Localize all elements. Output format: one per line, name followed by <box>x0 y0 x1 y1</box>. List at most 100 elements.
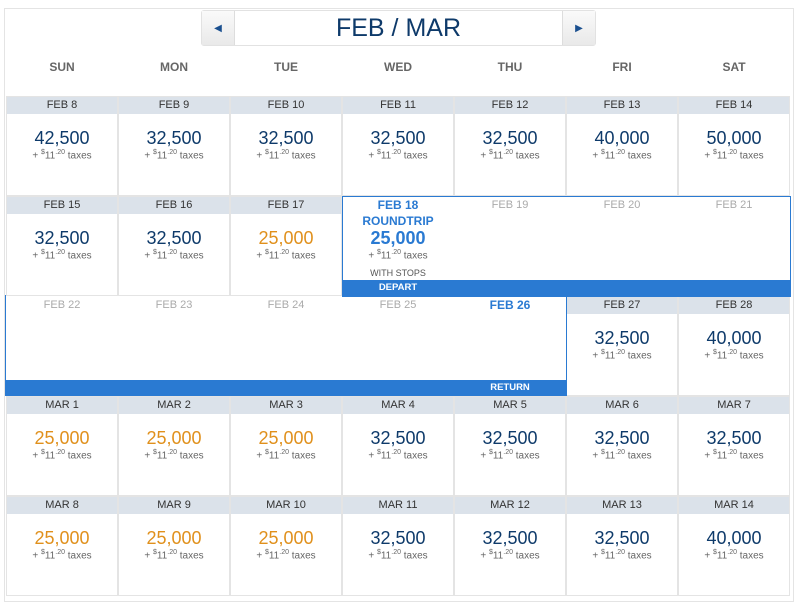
day-cell[interactable]: MAR 3 25,000 + $11.20 taxes <box>230 396 342 496</box>
taxes-text: + $11.20 taxes <box>455 147 565 161</box>
taxes-text: + $11.20 taxes <box>231 247 341 261</box>
day-cell[interactable]: FEB 16 32,500 + $11.20 taxes <box>118 196 230 296</box>
day-date: FEB 14 <box>679 97 789 114</box>
day-cell[interactable]: FEB 14 50,000 + $11.20 taxes <box>678 96 790 196</box>
day-cell[interactable]: MAR 11 32,500 + $11.20 taxes <box>342 496 454 596</box>
day-cell[interactable]: MAR 5 32,500 + $11.20 taxes <box>454 396 566 496</box>
day-date: FEB 28 <box>679 297 789 314</box>
day-cell[interactable]: MAR 2 25,000 + $11.20 taxes <box>118 396 230 496</box>
tax-label: taxes <box>403 250 428 262</box>
tax-dollars: 11 <box>268 550 280 562</box>
tax-label: taxes <box>627 150 652 162</box>
tax-currency: $ <box>600 549 605 556</box>
tax-cents: .20 <box>503 149 513 156</box>
day-cell[interactable]: MAR 1 25,000 + $11.20 taxes <box>6 396 118 496</box>
day-cell[interactable]: FEB 15 32,500 + $11.20 taxes <box>6 196 118 296</box>
day-cell: FEB 24 <box>230 296 342 396</box>
taxes-text: + $11.20 taxes <box>343 447 453 461</box>
day-cell[interactable]: MAR 6 32,500 + $11.20 taxes <box>566 396 678 496</box>
day-date: FEB 18 <box>377 198 419 212</box>
tax-cents: .20 <box>615 349 625 356</box>
tax-label: taxes <box>627 550 652 562</box>
day-date: MAR 5 <box>455 397 565 414</box>
prev-month-button[interactable]: ◀ <box>202 11 235 45</box>
day-date: FEB 20 <box>603 199 641 211</box>
tax-currency: $ <box>488 549 493 556</box>
fare-price: 32,500 <box>706 428 762 448</box>
day-date: MAR 6 <box>567 397 677 414</box>
day-cell[interactable]: FEB 13 40,000 + $11.20 taxes <box>566 96 678 196</box>
next-month-button[interactable]: ▶ <box>562 11 595 45</box>
tax-dollars: 11 <box>44 150 56 162</box>
day-cell[interactable]: MAR 13 32,500 + $11.20 taxes <box>566 496 678 596</box>
day-cell[interactable]: FEB 27 32,500 + $11.20 taxes <box>566 296 678 396</box>
fare-price: 32,500 <box>482 428 538 448</box>
taxes-text: + $11.20 taxes <box>119 147 229 161</box>
fare-price: 50,000 <box>706 128 762 148</box>
day-cell[interactable]: MAR 8 25,000 + $11.20 taxes <box>6 496 118 596</box>
tax-currency: $ <box>712 549 717 556</box>
taxes-text: + $11.20 taxes <box>119 247 229 261</box>
day-date: FEB 13 <box>567 97 677 114</box>
tax-label: taxes <box>515 550 540 562</box>
day-cell[interactable]: FEB 17 25,000 + $11.20 taxes <box>230 196 342 296</box>
calendar-panel <box>4 8 794 602</box>
tax-label: taxes <box>67 550 92 562</box>
tax-prefix: + <box>32 150 39 162</box>
tax-label: taxes <box>627 350 652 362</box>
day-cell[interactable]: MAR 14 40,000 + $11.20 taxes <box>678 496 790 596</box>
day-cell[interactable]: FEB 18 ROUNDTRIP 25,000 + $11.20 taxes WITH … <box>342 196 454 296</box>
fare-price: 32,500 <box>146 228 202 248</box>
taxes-text: + $11.20 taxes <box>343 147 453 161</box>
tax-dollars: 11 <box>156 450 168 462</box>
tax-currency: $ <box>152 149 157 156</box>
tax-label: taxes <box>403 550 428 562</box>
day-cell[interactable]: MAR 12 32,500 + $11.20 taxes <box>454 496 566 596</box>
day-cell: FEB 25 <box>342 296 454 396</box>
tax-dollars: 11 <box>604 550 616 562</box>
return-bar: RETURN <box>6 380 566 396</box>
day-cell[interactable]: FEB 8 42,500 + $11.20 taxes <box>6 96 118 196</box>
tax-label: taxes <box>515 150 540 162</box>
tax-label: taxes <box>67 250 92 262</box>
day-cell[interactable]: FEB 9 32,500 + $11.20 taxes <box>118 96 230 196</box>
taxes-text: + $11.20 taxes <box>567 147 677 161</box>
day-of-week-header: FRI <box>612 60 632 74</box>
tax-currency: $ <box>376 549 381 556</box>
day-date: FEB 15 <box>7 197 117 214</box>
day-cell[interactable]: MAR 7 32,500 + $11.20 taxes <box>678 396 790 496</box>
day-of-week-header: WED <box>384 60 412 74</box>
fare-price: 40,000 <box>706 528 762 548</box>
tax-dollars: 11 <box>604 450 616 462</box>
day-cell[interactable]: MAR 9 25,000 + $11.20 taxes <box>118 496 230 596</box>
tax-prefix: + <box>592 150 599 162</box>
fare-price: 32,500 <box>594 528 650 548</box>
tax-currency: $ <box>152 449 157 456</box>
tax-currency: $ <box>600 349 605 356</box>
tax-cents: .20 <box>391 549 401 556</box>
day-cell[interactable]: FEB 11 32,500 + $11.20 taxes <box>342 96 454 196</box>
day-date: FEB 16 <box>119 197 229 214</box>
day-cell[interactable]: MAR 4 32,500 + $11.20 taxes <box>342 396 454 496</box>
tax-prefix: + <box>480 150 487 162</box>
day-date: FEB 8 <box>7 97 117 114</box>
depart-label: DEPART <box>378 282 418 293</box>
day-cell[interactable]: FEB 28 40,000 + $11.20 taxes <box>678 296 790 396</box>
tax-cents: .20 <box>167 549 177 556</box>
taxes-text: + $11.20 taxes <box>231 447 341 461</box>
tax-cents: .20 <box>279 249 289 256</box>
tax-label: taxes <box>403 150 428 162</box>
tax-dollars: 11 <box>380 450 392 462</box>
tax-dollars: 11 <box>44 250 56 262</box>
tax-label: taxes <box>739 350 764 362</box>
tax-cents: .20 <box>279 449 289 456</box>
stops-label: WITH STOPS <box>370 268 426 279</box>
day-cell[interactable]: FEB 12 32,500 + $11.20 taxes <box>454 96 566 196</box>
day-cell[interactable]: FEB 26 <box>454 296 566 396</box>
tax-prefix: + <box>144 250 151 262</box>
fare-price: 25,000 <box>34 528 90 548</box>
day-cell[interactable]: FEB 10 32,500 + $11.20 taxes <box>230 96 342 196</box>
day-cell[interactable]: MAR 10 25,000 + $11.20 taxes <box>230 496 342 596</box>
day-of-week-header: THU <box>497 60 523 74</box>
tax-cents: .20 <box>391 149 401 156</box>
